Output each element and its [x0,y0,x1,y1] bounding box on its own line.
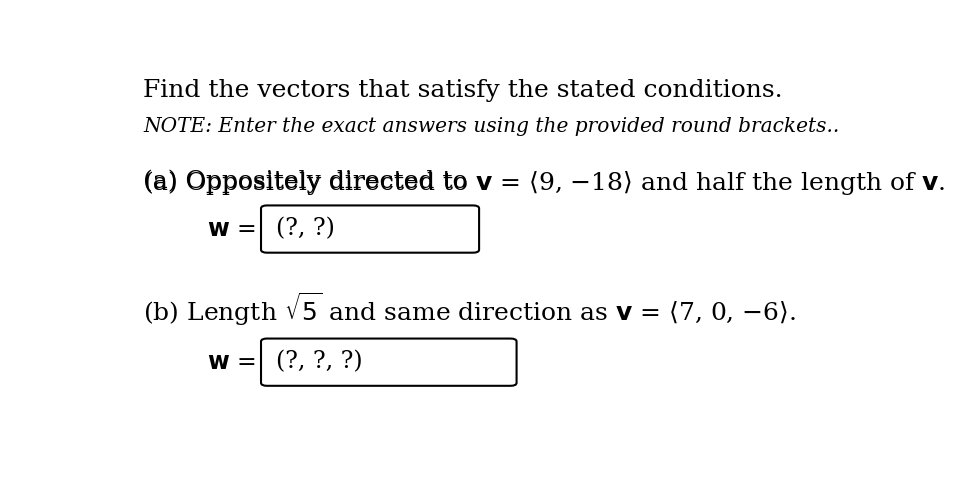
Text: NOTE: Enter the exact answers using the provided round brackets..: NOTE: Enter the exact answers using the … [143,116,839,135]
Text: (a) Oppositely directed to: (a) Oppositely directed to [143,169,476,192]
FancyBboxPatch shape [261,206,479,253]
Text: (?, ?): (?, ?) [276,218,335,241]
Text: (b) Length $\sqrt{5}$ and same direction as $\mathbf{v}$ = $\langle$7, 0, $-$6$\: (b) Length $\sqrt{5}$ and same direction… [143,291,797,328]
FancyBboxPatch shape [261,338,516,386]
Text: $\mathbf{w}$ =: $\mathbf{w}$ = [207,351,255,374]
Text: $\mathbf{w}$ =: $\mathbf{w}$ = [207,218,255,241]
Text: (?, ?, ?): (?, ?, ?) [276,351,363,374]
Text: (a) Oppositely directed to $\mathbf{v}$ = $\langle$9, $-$18$\rangle$ and half th: (a) Oppositely directed to $\mathbf{v}$ … [143,169,946,197]
Text: Find the vectors that satisfy the stated conditions.: Find the vectors that satisfy the stated… [143,79,783,102]
